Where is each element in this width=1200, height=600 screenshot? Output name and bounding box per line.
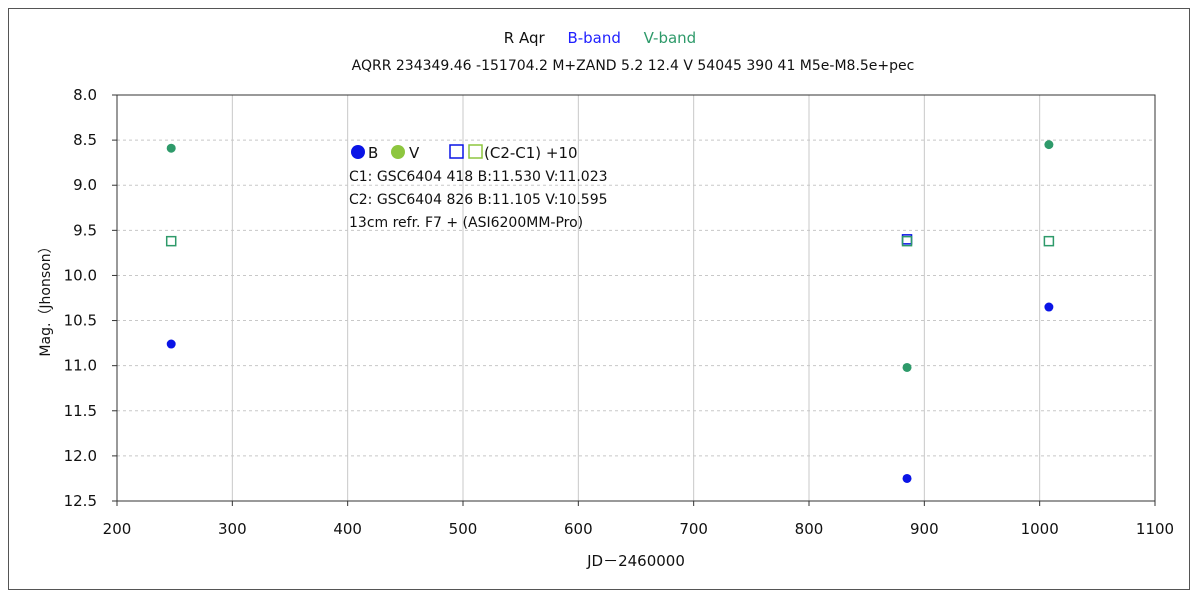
- title-b-band: B-band: [567, 29, 620, 47]
- legend-comp1: C1: GSC6404 418 B:11.530 V:11.023: [349, 169, 608, 185]
- data-point-b: [166, 339, 176, 349]
- x-tick-label: 900: [910, 520, 939, 538]
- data-point-diff-v: [165, 235, 177, 247]
- x-tick-label: 600: [564, 520, 593, 538]
- grid: [117, 95, 1155, 501]
- x-tick-label: 1000: [1021, 520, 1059, 538]
- legend-diff-v-marker: [468, 144, 483, 159]
- y-tick-label: 11.5: [64, 402, 97, 420]
- legend-b-label: B: [368, 144, 378, 162]
- legend-v-marker: [391, 145, 405, 159]
- x-tick-label: 700: [679, 520, 708, 538]
- legend-v-label: V: [409, 144, 420, 162]
- y-tick-label: 9.5: [73, 221, 97, 239]
- axis-ticks: [112, 94, 1156, 506]
- x-tick-labels: 200 300 400 500 600 700 800 900 1000 1100: [103, 520, 1174, 538]
- legend-diff-b-marker: [449, 144, 464, 159]
- legend-b-marker: [351, 145, 365, 159]
- x-tick-label: 200: [103, 520, 132, 538]
- y-tick-labels: 8.0 8.5 9.0 9.5 10.0 10.5 11.0 11.5 12.0 12.5: [64, 86, 97, 510]
- y-tick-label: 10.5: [64, 312, 97, 330]
- data-point-v: [166, 143, 176, 153]
- x-tick-label: 800: [795, 520, 824, 538]
- x-tick-label: 400: [333, 520, 362, 538]
- y-tick-label: 9.0: [73, 176, 97, 194]
- data-point-diff-v: [901, 235, 913, 247]
- y-tick-label: 10.0: [64, 266, 97, 284]
- x-tick-label: 500: [449, 520, 478, 538]
- data-point-b: [902, 473, 912, 483]
- y-tick-label: 12.0: [64, 447, 97, 465]
- chart-title: R Aqr B-band V-band: [504, 29, 696, 47]
- data-point-v: [902, 362, 912, 372]
- data-point-v: [1044, 140, 1054, 150]
- chart-frame: [8, 8, 1190, 590]
- legend-telescope: 13cm refr. F7 + (ASI6200MM-Pro): [349, 215, 583, 231]
- title-star: R Aqr: [504, 29, 546, 47]
- legend-comp2: C2: GSC6404 826 B:11.105 V:10.595: [349, 192, 608, 208]
- y-tick-label: 12.5: [64, 492, 97, 510]
- x-tick-label: 300: [218, 520, 247, 538]
- data-point-diff-v: [1043, 235, 1055, 247]
- data-points: [165, 140, 1055, 483]
- x-axis-label: JD－2460000: [586, 552, 685, 570]
- y-tick-label: 8.0: [73, 86, 97, 104]
- data-point-b: [1044, 302, 1054, 312]
- chart-subtitle: AQRR 234349.46 -151704.2 M+ZAND 5.2 12.4…: [352, 58, 915, 74]
- legend: B V (C2-C1) +10 C1: GSC6404 418 B:11.530…: [349, 144, 608, 231]
- y-tick-label: 8.5: [73, 131, 97, 149]
- y-axis-label: Mag.（Jhonson）: [38, 239, 54, 356]
- x-tick-label: 1100: [1136, 520, 1174, 538]
- legend-diff-label: (C2-C1) +10: [484, 144, 578, 162]
- y-tick-label: 11.0: [64, 357, 97, 375]
- plot-area-border: [116, 94, 1156, 502]
- title-v-band: V-band: [644, 29, 697, 47]
